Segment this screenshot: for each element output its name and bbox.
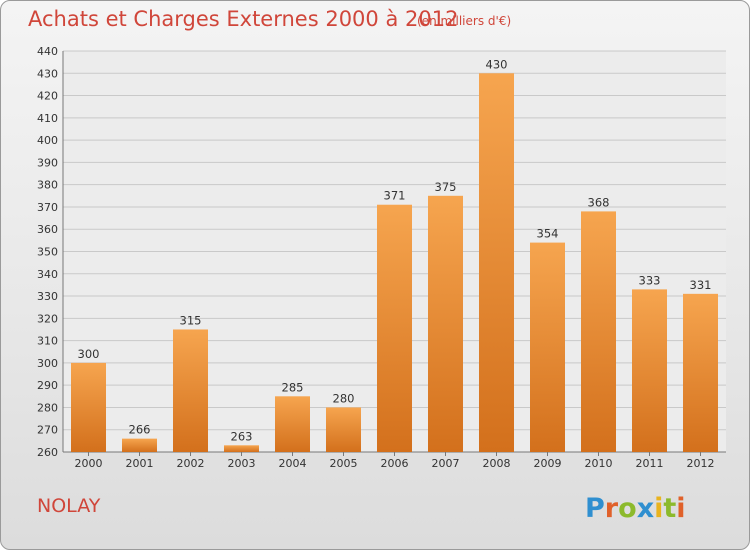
y-tick-label: 380 [37, 179, 58, 192]
y-tick-label: 360 [37, 223, 58, 236]
y-tick-label: 370 [37, 201, 58, 214]
data-label: 354 [537, 227, 559, 241]
bar-2005 [326, 407, 361, 452]
y-tick-label: 300 [37, 357, 58, 370]
data-label: 368 [588, 195, 610, 209]
x-tick-label: 2012 [687, 457, 715, 470]
x-tick-label: 2000 [75, 457, 103, 470]
bar-2002 [173, 329, 208, 452]
data-label: 280 [333, 391, 355, 405]
x-tick-label: 2009 [534, 457, 562, 470]
x-tick-label: 2002 [177, 457, 205, 470]
y-tick-label: 340 [37, 268, 58, 281]
bar-2007 [428, 195, 463, 453]
data-label: 371 [384, 189, 406, 203]
y-tick-label: 420 [37, 90, 58, 103]
data-label: 285 [282, 380, 304, 394]
data-label: 315 [180, 313, 202, 327]
bar-2004 [275, 396, 310, 452]
x-tick-label: 2004 [279, 457, 307, 470]
chart-title: Achats et Charges Externes 2000 à 2012 [28, 7, 459, 31]
y-tick-label: 440 [37, 45, 58, 58]
x-tick-label: 2010 [585, 457, 613, 470]
data-label: 266 [129, 423, 151, 437]
proxiti-logo: Proxiti [585, 493, 686, 524]
y-tick-label: 430 [37, 67, 58, 80]
data-label: 430 [486, 57, 508, 71]
y-tick-label: 310 [37, 335, 58, 348]
x-tick-label: 2007 [432, 457, 460, 470]
data-label: 263 [231, 429, 253, 443]
town-name: NOLAY [37, 495, 101, 517]
bar-2011 [632, 289, 667, 452]
y-tick-label: 290 [37, 379, 58, 392]
y-tick-label: 410 [37, 112, 58, 125]
x-tick-label: 2008 [483, 457, 511, 470]
bar-2012 [683, 293, 718, 452]
x-tick-label: 2001 [126, 457, 154, 470]
data-label: 333 [639, 273, 661, 287]
y-tick-label: 280 [37, 401, 58, 414]
y-tick-label: 350 [37, 246, 58, 259]
bar-2001 [122, 438, 157, 452]
data-label: 375 [435, 180, 457, 194]
chart-subtitle: (en milliers d'€) [417, 14, 512, 28]
y-tick-label: 320 [37, 312, 58, 325]
y-tick-label: 330 [37, 290, 58, 303]
y-tick-label: 390 [37, 156, 58, 169]
y-tick-label: 270 [37, 424, 58, 437]
x-tick-label: 2005 [330, 457, 358, 470]
bar-2009 [530, 242, 565, 452]
y-tick-label: 260 [37, 446, 58, 459]
svg-text:Proxiti: Proxiti [585, 493, 686, 524]
bar-2010 [581, 211, 616, 452]
bar-2008 [479, 73, 514, 453]
x-tick-label: 2003 [228, 457, 256, 470]
x-tick-label: 2011 [636, 457, 664, 470]
bar-2006 [377, 204, 412, 452]
x-tick-label: 2006 [381, 457, 409, 470]
data-label: 331 [690, 278, 712, 292]
bar-2000 [71, 362, 106, 452]
data-label: 300 [78, 347, 100, 361]
bar-2003 [224, 445, 259, 452]
y-tick-label: 400 [37, 134, 58, 147]
